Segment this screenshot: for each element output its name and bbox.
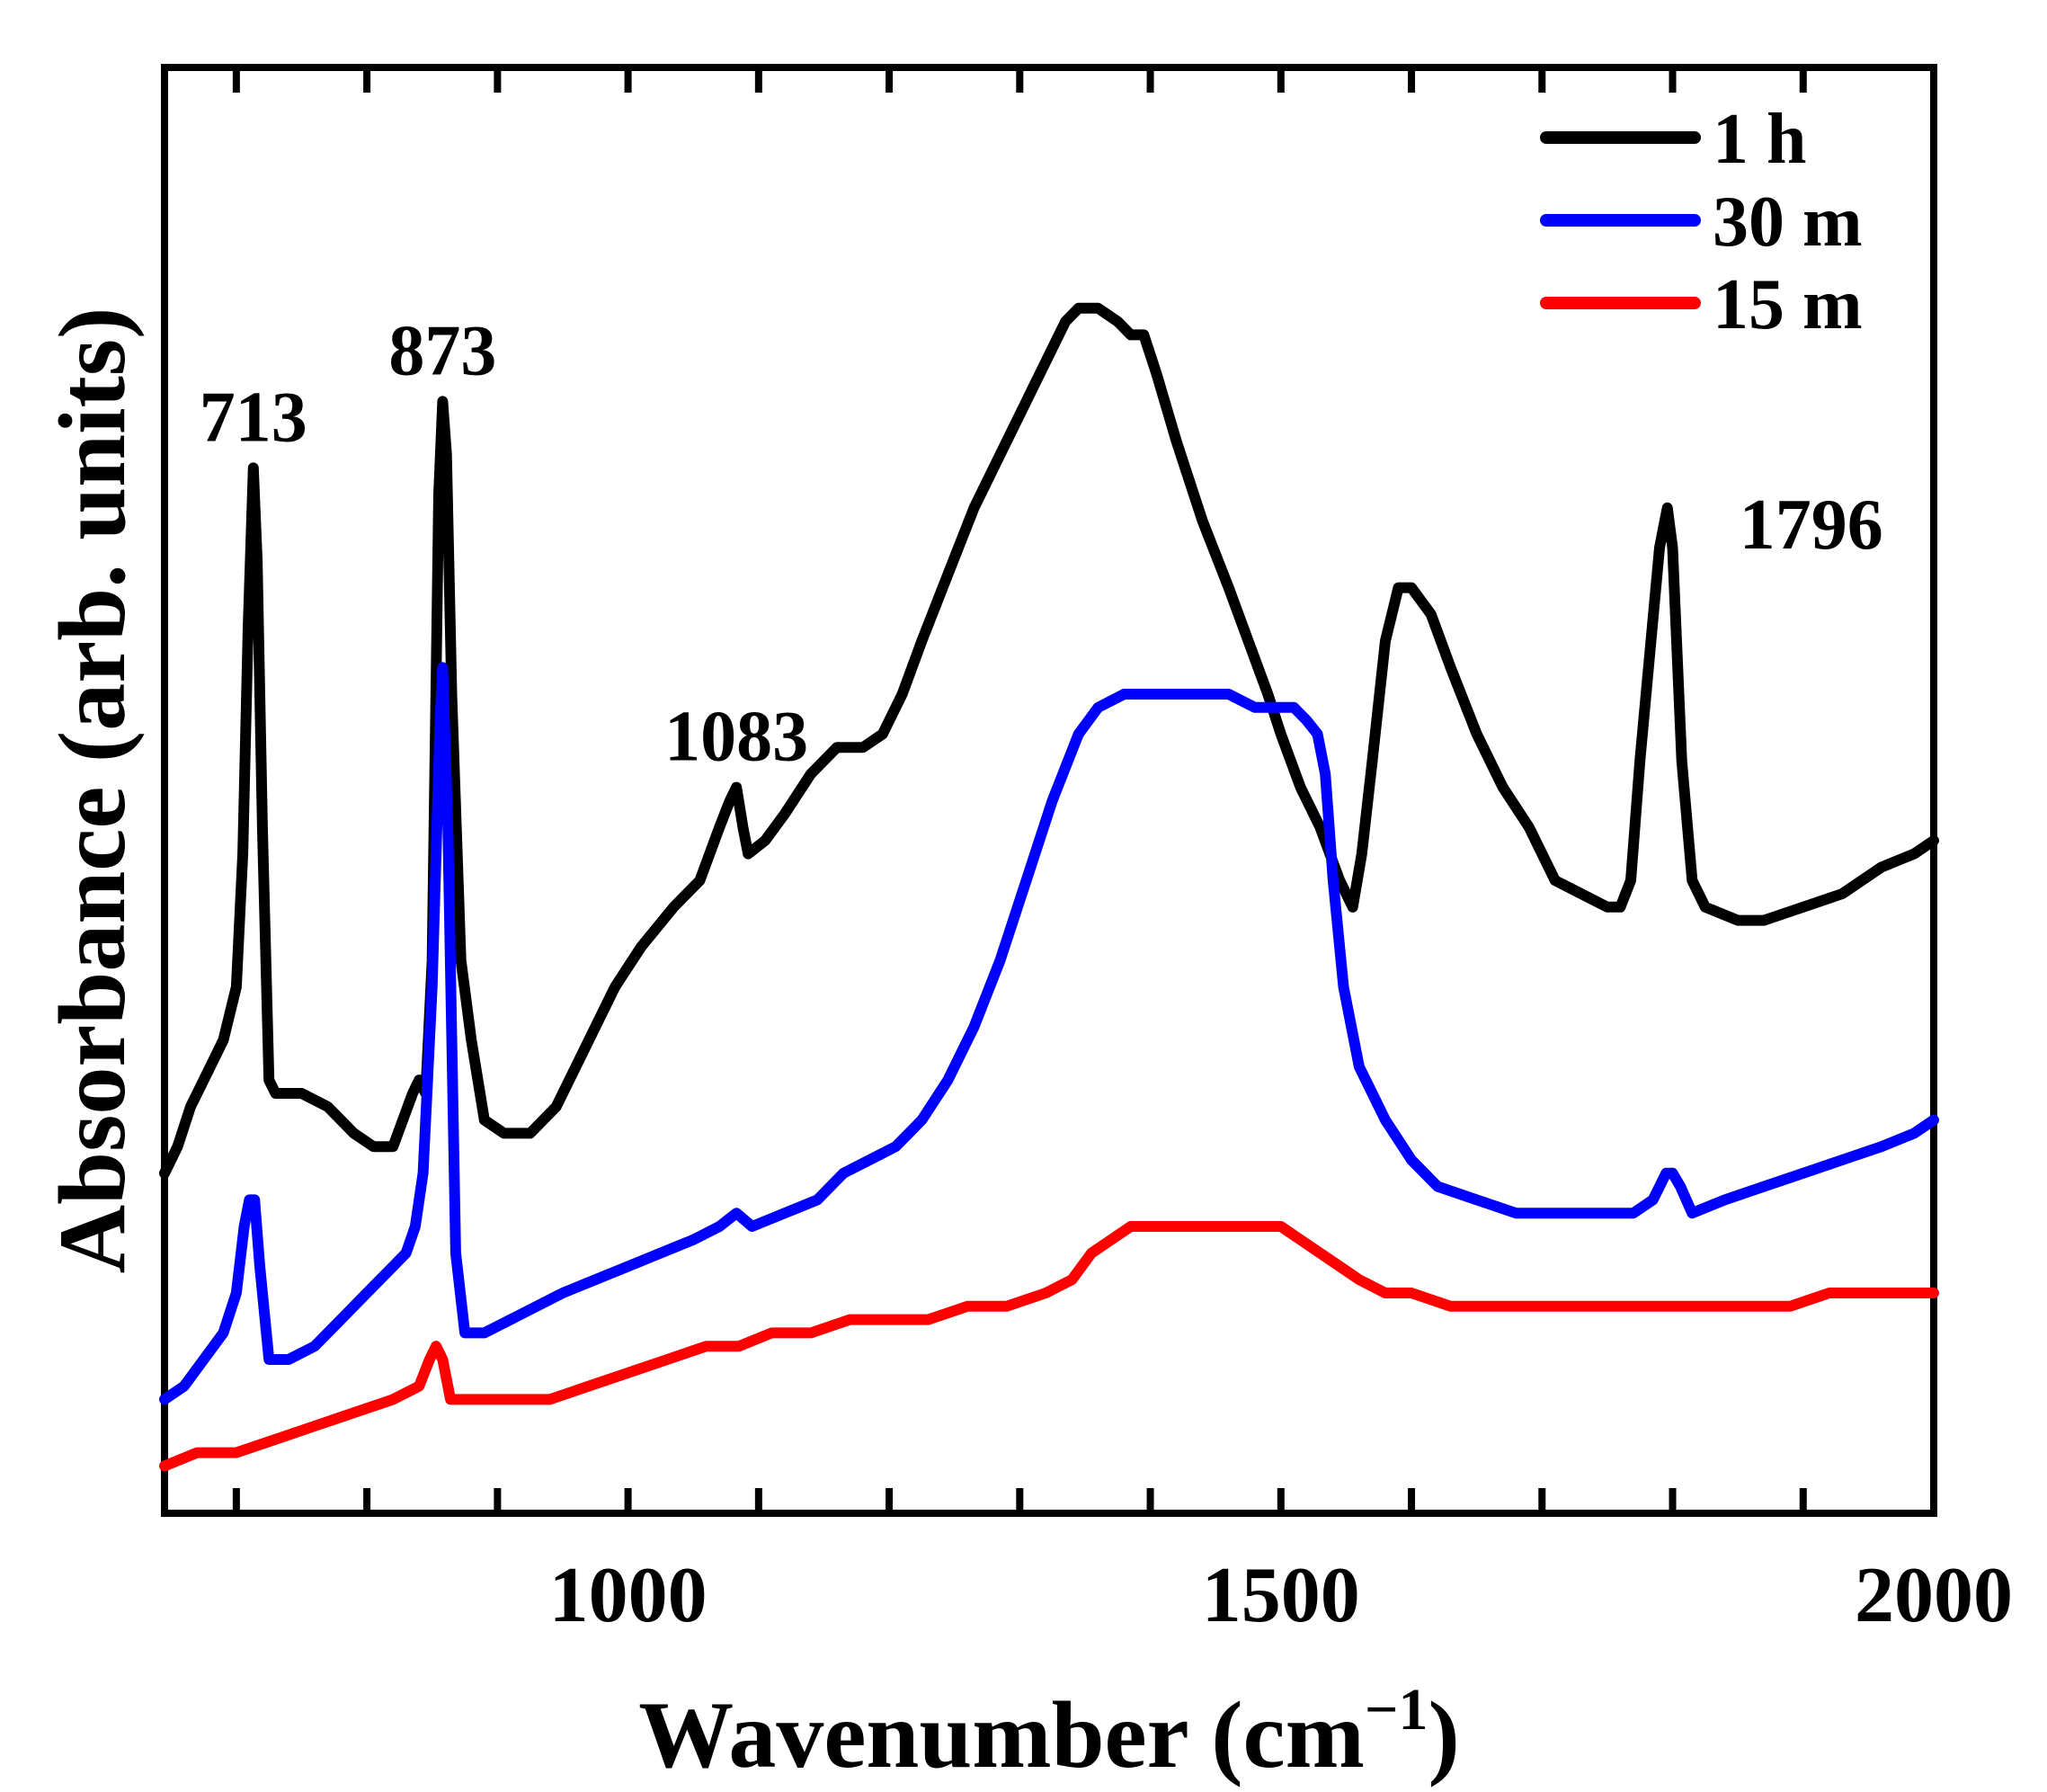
x-tick-label: 1500: [1202, 1552, 1360, 1639]
legend-label-1-h: 1 h: [1713, 100, 1807, 179]
x-axis-label: Wavenumber (cm−1): [638, 1677, 1460, 1788]
peak-label-1796: 1796: [1740, 486, 1883, 565]
y-axis-label: Absorbance (arb. units): [40, 308, 145, 1274]
peak-label-713: 713: [200, 378, 307, 457]
series-group: [159, 302, 1939, 1472]
series-line-1-h: [159, 302, 1939, 1179]
legend: 1 h30 m15 m: [1540, 100, 1863, 344]
x-tick-label: 1000: [549, 1552, 708, 1639]
legend-label-15-m: 15 m: [1713, 265, 1863, 344]
series-line-15-m: [159, 1221, 1939, 1472]
plot-frame: [161, 64, 1937, 1517]
peak-label-873: 873: [388, 311, 496, 390]
series-line-30-m: [159, 662, 1939, 1405]
peak-annotations: 713 873 1083 1796: [200, 311, 1883, 776]
axis-ticks: 1000 1500 2000: [232, 67, 2013, 1639]
peak-label-1083: 1083: [664, 698, 808, 777]
x-tick-label: 2000: [1855, 1552, 2013, 1639]
legend-label-30-m: 30 m: [1713, 183, 1863, 262]
